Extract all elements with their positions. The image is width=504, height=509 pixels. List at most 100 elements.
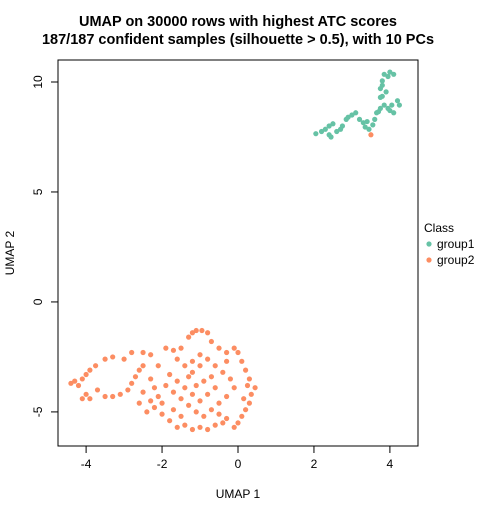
point [370,122,376,128]
point [356,116,363,122]
point [205,330,211,336]
point [220,369,226,375]
point [136,400,142,406]
point [326,123,332,129]
point [212,363,218,369]
point [199,327,205,334]
point [330,121,336,127]
point [117,391,123,397]
point [231,345,237,351]
point [163,345,169,351]
point [377,94,384,100]
point [224,349,230,356]
point [231,385,237,391]
point [189,426,196,433]
point [252,385,258,391]
point [205,391,211,397]
point [189,358,196,364]
point [235,420,241,426]
point [72,378,78,384]
point [83,371,89,378]
point [235,349,241,356]
legend-label: group2 [437,253,475,267]
point [239,358,245,364]
x-tick-label: 2 [311,457,318,471]
y-tick-label: 10 [31,75,45,89]
point [140,389,146,395]
point [182,363,188,369]
point [241,396,247,402]
point [391,110,397,116]
point [136,367,142,373]
point [129,349,135,356]
point [385,73,391,80]
point [197,363,203,369]
y-tick-label: 5 [31,188,45,195]
point [87,396,93,402]
point [387,107,393,114]
point [339,123,346,129]
legend-swatch [426,241,432,247]
point [155,363,161,369]
point [396,102,402,108]
point [318,128,325,135]
point [170,407,177,413]
point [189,330,196,336]
point [68,380,74,386]
y-tick-label: 0 [31,298,45,305]
legend-title: Class [424,221,454,235]
point [353,110,359,116]
point [125,387,131,393]
point [151,404,158,411]
point [364,118,370,125]
point [197,424,203,430]
point [197,352,203,358]
point [366,126,372,132]
point [216,411,222,417]
point [110,354,116,360]
point [92,363,99,369]
point [208,374,215,380]
point [193,409,199,415]
point [372,116,378,122]
point [227,376,234,382]
point [220,420,226,426]
point [224,415,230,422]
legend-swatch [426,257,432,263]
legend-label: group1 [437,237,475,251]
point [178,345,184,351]
point [334,128,340,135]
point [79,376,85,382]
point [231,424,237,430]
point [368,132,374,138]
point [163,382,169,389]
point [197,398,203,404]
point [79,396,85,402]
point [94,387,101,393]
point [246,376,252,382]
point [170,347,177,353]
plot-frame [57,59,419,447]
point [186,374,192,380]
point [121,356,127,362]
point [216,400,222,406]
y-tick-label: -5 [31,406,45,417]
point [244,382,251,389]
point [375,109,382,115]
point [182,385,188,391]
point [205,426,211,433]
point [186,334,192,340]
point [174,378,180,384]
point [87,367,93,373]
point [242,367,249,373]
point [140,349,146,356]
point [201,378,207,384]
point [148,352,154,358]
point [159,411,165,417]
x-tick-label: 0 [235,457,242,471]
point [362,124,368,130]
point [189,369,196,375]
point [239,413,245,419]
point [193,382,199,389]
